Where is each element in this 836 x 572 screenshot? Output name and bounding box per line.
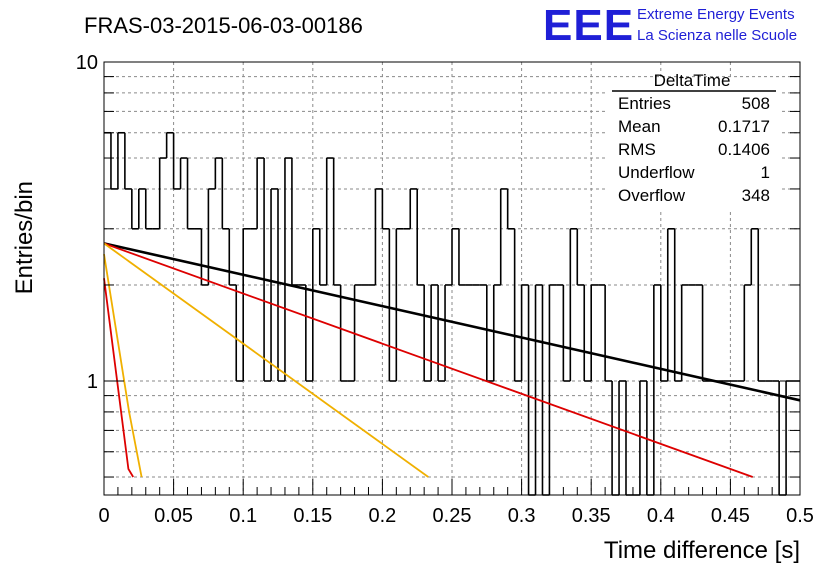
fit-curves bbox=[103, 242, 801, 478]
fit-curve bbox=[103, 253, 143, 478]
x-tick-labels: 0 0.05 0.1 0.15 0.2 0.25 0.3 0.35 0.4 0.45 0.5 bbox=[98, 505, 813, 527]
y-tick-labels: 1 10 bbox=[76, 52, 98, 393]
y-tick-label: 1 bbox=[87, 371, 98, 393]
y-tick-label: 10 bbox=[76, 52, 98, 74]
stats-value: 0.1406 bbox=[718, 140, 770, 159]
x-tick-label: 0.2 bbox=[368, 505, 396, 527]
x-tick-label: 0.25 bbox=[433, 505, 472, 527]
chart-title: FRAS-03-2015-06-03-00186 bbox=[84, 13, 363, 38]
fit-curve bbox=[103, 242, 754, 478]
logo-line-1: Extreme Energy Events bbox=[637, 6, 795, 23]
stats-value: 1 bbox=[761, 163, 770, 182]
x-tick-label: 0.35 bbox=[572, 505, 611, 527]
stats-value: 508 bbox=[742, 94, 770, 113]
x-tick-label: 0.15 bbox=[293, 505, 332, 527]
fit-curve bbox=[103, 242, 429, 478]
stats-value: 348 bbox=[742, 186, 770, 205]
x-tick-label: 0.1 bbox=[229, 505, 257, 527]
logo-text: EEE bbox=[543, 1, 634, 50]
x-tick-label: 0.05 bbox=[154, 505, 193, 527]
logo-line-2: La Scienza nelle Scuole bbox=[637, 27, 797, 44]
x-tick-label: 0.3 bbox=[508, 505, 536, 527]
stats-box: DeltaTime Entries 508 Mean 0.1717 RMS 0.1406 U… bbox=[608, 71, 780, 210]
stats-label: Overflow bbox=[618, 186, 686, 205]
stats-label: Underflow bbox=[618, 163, 695, 182]
stats-value: 0.1717 bbox=[718, 117, 770, 136]
x-tick-label: 0.5 bbox=[786, 505, 814, 527]
x-tick-label: 0 bbox=[98, 505, 109, 527]
histogram-series bbox=[104, 131, 800, 496]
stats-label: Entries bbox=[618, 94, 671, 113]
axis-ticks bbox=[103, 61, 801, 495]
fit-curve bbox=[103, 278, 134, 478]
x-tick-label: 0.45 bbox=[711, 505, 750, 527]
y-axis-label: Entries/bin bbox=[11, 181, 38, 294]
fit-curve bbox=[103, 242, 801, 402]
x-tick-label: 0.4 bbox=[647, 505, 675, 527]
stats-label: Mean bbox=[618, 117, 661, 136]
eee-logo: EEE Extreme Energy Events La Scienza nel… bbox=[543, 1, 797, 50]
x-axis-label: Time difference [s] bbox=[604, 537, 800, 564]
stats-title: DeltaTime bbox=[654, 71, 731, 90]
stats-label: RMS bbox=[618, 140, 656, 159]
